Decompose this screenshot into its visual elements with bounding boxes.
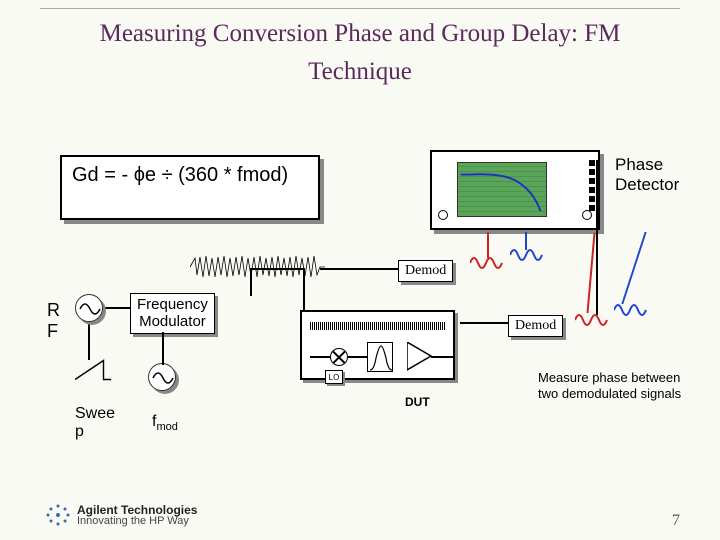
- dut-hatching: [310, 322, 445, 330]
- lo-label: LO: [329, 373, 340, 382]
- scope-screen: [457, 162, 547, 217]
- demod-label-1: Demod: [405, 263, 446, 278]
- page-number: 7: [672, 512, 680, 530]
- scope-trace: [458, 163, 546, 216]
- amplifier-icon: [407, 342, 433, 372]
- wire-fm-to-noise: [250, 268, 252, 296]
- wave-blue-lower: [614, 300, 648, 320]
- logo-tagline: Innovating the HP Way: [77, 516, 197, 527]
- lo-box: LO: [325, 370, 343, 384]
- line-red-lower-to-scope: [587, 233, 596, 313]
- agilent-logo: Agilent Technologies Innovating the HP W…: [45, 502, 197, 528]
- formula-box: Gd = - ϕe ÷ (360 * fmod): [60, 155, 320, 220]
- wire-dut-to-demod2: [460, 322, 510, 324]
- wire-blue-to-scope: [596, 160, 598, 315]
- top-rule: [40, 8, 680, 9]
- page-title: Measuring Conversion Phase and Group Del…: [0, 0, 720, 90]
- rf-oscillator-icon: [75, 294, 103, 322]
- wire-filter-amp: [393, 356, 407, 358]
- fmod-sub: mod: [156, 421, 177, 433]
- logo-text: Agilent Technologies Innovating the HP W…: [77, 504, 197, 527]
- wire-fm-to-dut-h: [250, 268, 305, 270]
- wire-fmod-to-fm: [162, 332, 164, 365]
- sweep-label: Sweep: [75, 405, 115, 440]
- oscilloscope: [430, 150, 600, 230]
- measure-text: Measure phase betweentwo demodulated sig…: [538, 370, 681, 403]
- wire-amp-out: [431, 356, 455, 358]
- title-line1: Measuring Conversion Phase and Group Del…: [100, 20, 621, 47]
- rf-label: RF: [47, 300, 60, 341]
- sweep-ramp-icon: [75, 358, 113, 382]
- demod-box-upper: Demod: [398, 260, 453, 282]
- demod-label-2: Demod: [515, 318, 556, 333]
- wave-blue-upper: [510, 245, 544, 265]
- scope-trace-path: [461, 174, 541, 211]
- logo-burst-icon: [45, 502, 71, 528]
- wire-rf-down: [88, 320, 90, 360]
- scope-knob-right: [582, 210, 592, 220]
- scope-knob-left: [438, 210, 448, 220]
- scope-buttons: [589, 160, 595, 211]
- line-red-up1: [487, 232, 489, 258]
- frequency-modulator-box: FrequencyModulator: [130, 293, 215, 334]
- dut-label: DUT: [405, 395, 430, 409]
- phase-detector-label: PhaseDetector: [615, 155, 679, 196]
- fmod-oscillator-icon: [148, 363, 176, 391]
- dut-box: [300, 310, 455, 380]
- line-blue-lower-to-scope: [621, 232, 646, 304]
- formula-text: Gd = - ϕe ÷ (360 * fmod): [72, 164, 288, 186]
- demod-box-lower: Demod: [508, 315, 563, 337]
- fmod-label: fmod: [152, 413, 178, 433]
- wave-red-lower: [575, 310, 609, 330]
- noise-path: [190, 256, 325, 277]
- mixer-icon: [330, 348, 348, 366]
- line-blue-upper-to-scope: [525, 232, 527, 250]
- title-line2: Technique: [308, 58, 412, 85]
- wire-mixer-filter: [348, 356, 367, 358]
- wire-rf-to-fm: [104, 307, 130, 309]
- wire-in-mixer: [310, 356, 330, 358]
- bandpass-filter-icon: [367, 342, 393, 372]
- logo-brand: Agilent Technologies: [77, 504, 197, 516]
- wire-noise-to-demod1: [320, 268, 398, 270]
